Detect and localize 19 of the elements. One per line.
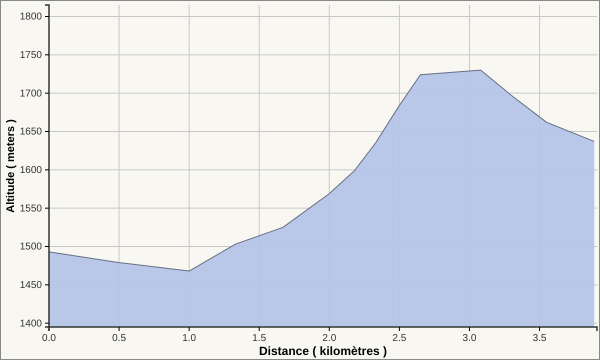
x-tick-label: 2.0 bbox=[322, 333, 337, 344]
x-tick-label: 3.5 bbox=[532, 333, 547, 344]
y-tick-label: 1600 bbox=[20, 165, 42, 176]
y-tick-label: 1700 bbox=[20, 88, 42, 100]
y-tick-label: 1550 bbox=[20, 203, 42, 214]
x-tick-label: 0.0 bbox=[42, 333, 56, 344]
y-tick-label: 1750 bbox=[20, 50, 42, 62]
x-tick-label: 3.0 bbox=[462, 333, 477, 344]
y-tick-label: 1400 bbox=[20, 318, 42, 330]
y-tick-label: 1450 bbox=[20, 280, 42, 292]
y-tick-label: 1650 bbox=[20, 126, 42, 138]
y-axis-title: Altitude ( meters ) bbox=[5, 118, 17, 213]
y-tick-label: 1800 bbox=[20, 12, 42, 23]
y-tick-label: 1500 bbox=[20, 242, 42, 253]
x-axis-title: Distance ( kilomètres ) bbox=[258, 344, 388, 358]
x-tick-label: 1.5 bbox=[252, 333, 267, 344]
x-tick-label: 0.5 bbox=[112, 333, 126, 344]
x-tick-label: 2.5 bbox=[392, 333, 407, 344]
x-tick-label: 1.0 bbox=[182, 333, 197, 344]
